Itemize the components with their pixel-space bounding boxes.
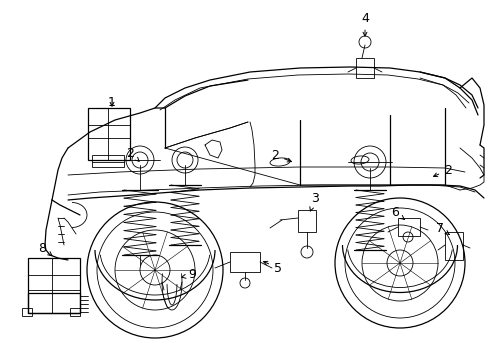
Bar bbox=[397, 218, 419, 236]
Text: 2: 2 bbox=[433, 163, 451, 177]
Bar bbox=[22, 308, 32, 316]
Text: 1: 1 bbox=[108, 95, 116, 108]
Text: 9: 9 bbox=[182, 269, 196, 282]
Text: 5: 5 bbox=[263, 261, 282, 274]
Text: 6: 6 bbox=[390, 206, 404, 219]
Bar bbox=[88, 108, 130, 160]
Text: 3: 3 bbox=[309, 192, 318, 211]
Bar bbox=[92, 155, 124, 167]
Bar bbox=[229, 252, 260, 272]
Bar bbox=[28, 258, 80, 313]
Text: 7: 7 bbox=[435, 221, 448, 234]
Text: 2: 2 bbox=[270, 149, 291, 162]
Bar bbox=[70, 308, 80, 316]
Bar bbox=[444, 232, 462, 260]
Bar bbox=[28, 293, 80, 313]
Bar bbox=[297, 210, 315, 232]
Bar bbox=[355, 58, 373, 78]
Text: 2: 2 bbox=[126, 147, 139, 161]
Text: 4: 4 bbox=[360, 12, 368, 36]
Text: 8: 8 bbox=[38, 242, 52, 256]
